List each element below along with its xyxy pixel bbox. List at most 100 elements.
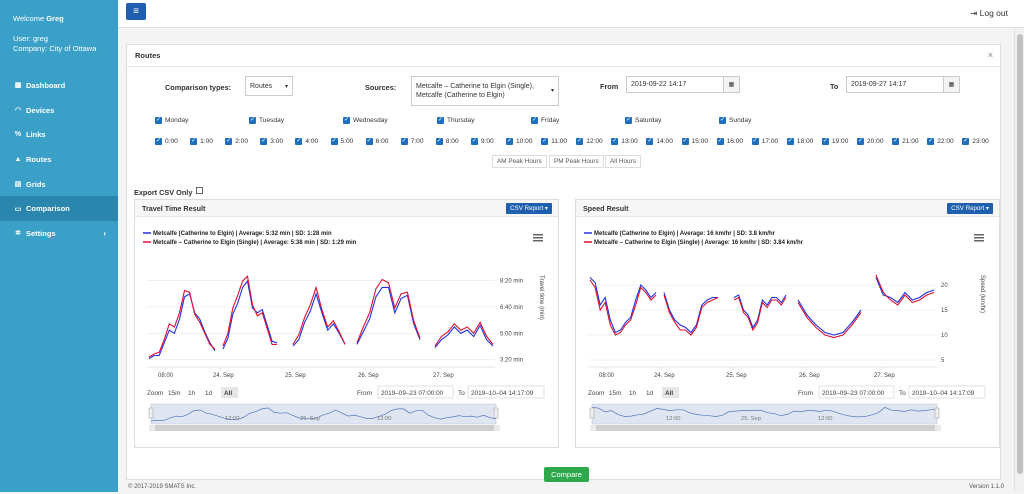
csv-report-button[interactable]: CSV Report ▾ <box>506 203 552 214</box>
hour-checkbox[interactable]: ✓ 12:00 <box>576 138 603 145</box>
day-checkbox-friday[interactable]: ✓ Friday <box>531 117 559 124</box>
zoom-button-1d[interactable]: 1d <box>205 390 213 397</box>
range-from-input[interactable] <box>818 385 895 399</box>
day-checkbox-sunday[interactable]: ✓ Sunday <box>719 117 751 124</box>
navigator-handle-left[interactable] <box>148 407 154 419</box>
day-checkbox-wednesday[interactable]: ✓ Wednesday <box>343 117 388 124</box>
compare-button[interactable]: Compare <box>544 467 589 482</box>
range-from-input[interactable] <box>377 385 454 399</box>
am-peak-button[interactable]: AM Peak Hours <box>492 155 547 168</box>
calendar-icon[interactable]: ▦ <box>723 77 739 92</box>
hour-checkbox[interactable]: ✓ 14:00 <box>646 138 673 145</box>
hour-checkbox[interactable]: ✓ 10:00 <box>506 138 533 145</box>
hour-checkbox[interactable]: ✓ 19:00 <box>821 138 849 145</box>
hour-checkbox[interactable]: ✓ 20:00 <box>857 138 884 145</box>
comparison-type-select[interactable]: Routes ▾ <box>245 76 293 96</box>
from-date-input[interactable]: 2019-09-22 14:17 ▦ <box>626 76 740 93</box>
sidebar-item-links[interactable]: % Links <box>0 122 118 147</box>
scrollbar-thumb[interactable] <box>1017 34 1023 474</box>
sidebar-item-routes[interactable]: ▲ Routes <box>0 147 118 172</box>
zoom-button-1h[interactable]: 1h <box>188 390 196 397</box>
routes-panel: Routes × Comparison types: Routes ▾ Sour… <box>126 44 1001 480</box>
hour-checkbox[interactable]: ✓ 1:00 <box>190 138 213 145</box>
to-date-input[interactable]: 2019-09-27 14:17 ▦ <box>846 76 960 93</box>
hour-label: 19:00 <box>831 138 849 145</box>
hour-checkbox[interactable]: ✓ 4:00 <box>295 138 318 145</box>
sidebar-nav: ▦ Dashboard ◠ Devices % Links ▲ Routes ▤ Grid… <box>0 73 118 246</box>
hour-checkbox[interactable]: ✓ 3:00 <box>260 138 283 145</box>
sidebar-item-dashboard[interactable]: ▦ Dashboard <box>0 73 118 98</box>
zoom-button-1h[interactable]: 1h <box>629 390 637 397</box>
navigator-handle-right[interactable] <box>934 407 940 419</box>
comparison-type-value: Routes <box>250 82 273 90</box>
wifi-icon: ◠ <box>14 107 22 115</box>
hour-checkbox[interactable]: ✓ 6:00 <box>365 138 388 145</box>
hour-checkbox[interactable]: ✓ 18:00 <box>786 138 813 145</box>
calendar-icon[interactable]: ▦ <box>943 77 959 92</box>
scrollbar[interactable] <box>1014 28 1024 492</box>
navigator-scrollbar-thumb[interactable] <box>155 425 494 431</box>
hour-checkbox[interactable]: ✓ 21:00 <box>892 138 919 145</box>
sidebar-item-grids[interactable]: ▤ Grids <box>0 172 118 197</box>
navigator[interactable] <box>591 403 938 425</box>
logout-button[interactable]: ⇥ Log out <box>970 8 1008 19</box>
sources-select[interactable]: Metcalfe – Catherine to Elgin (Single), … <box>411 76 559 106</box>
close-icon[interactable]: × <box>987 50 993 60</box>
sidebar-item-devices[interactable]: ◠ Devices <box>0 98 118 123</box>
series-line-blue <box>663 292 718 334</box>
hour-checkbox[interactable]: ✓ 13:00 <box>611 138 638 145</box>
source-item: Metcalfe – Catherine to Elgin (Single), <box>416 83 534 90</box>
export-csv-checkbox[interactable] <box>196 187 203 194</box>
y-tick-label: 20 <box>941 283 948 289</box>
hour-checkbox[interactable]: ✓ 7:00 <box>400 138 424 145</box>
y-tick-label: 5 <box>941 358 945 364</box>
zoom-button-1d[interactable]: 1d <box>646 390 654 397</box>
all-hours-button[interactable]: All Hours <box>605 155 641 168</box>
range-to-input[interactable] <box>467 385 545 399</box>
zoom-button-all[interactable]: All <box>662 387 679 398</box>
hour-label: 0:00 <box>165 138 178 145</box>
sidebar-item-comparison[interactable]: ▭ Comparison <box>0 196 118 222</box>
range-to-input[interactable] <box>908 385 986 399</box>
hour-checkbox[interactable]: ✓ 17:00 <box>751 138 778 145</box>
navigator-scrollbar-thumb[interactable] <box>596 425 935 431</box>
hour-checkbox[interactable]: ✓ 11:00 <box>541 138 567 145</box>
hour-checkbox[interactable]: ✓ 16:00 <box>716 138 743 145</box>
welcome-name: Greg <box>46 14 64 23</box>
check-icon: ✓ <box>225 138 233 145</box>
check-icon: ✓ <box>892 138 900 145</box>
monitor-icon: ▭ <box>14 205 22 213</box>
chart-menu-icon[interactable] <box>533 234 543 242</box>
hour-checkbox[interactable]: ✓ 15:00 <box>681 138 708 145</box>
navigator[interactable] <box>150 403 497 425</box>
hour-checkbox[interactable]: ✓ 8:00 <box>435 138 459 145</box>
y-tick-label: 6:40 min <box>500 305 523 311</box>
navigator-handle-left[interactable] <box>589 407 595 419</box>
sidebar-item-settings[interactable]: ✲ Settings ‹ <box>0 221 118 246</box>
hour-checkbox[interactable]: ✓ 5:00 <box>330 138 353 145</box>
hour-checkbox[interactable]: ✓ 2:00 <box>225 138 248 145</box>
chart-menu-icon[interactable] <box>974 234 984 242</box>
user-label: User: greg <box>13 34 49 43</box>
csv-report-button[interactable]: CSV Report ▾ <box>947 203 993 214</box>
zoom-button-all[interactable]: All <box>221 387 238 398</box>
series-line-red <box>733 296 787 332</box>
legend-entry: Metcalfe (Catherine to Elgin) | Average:… <box>153 231 332 237</box>
pm-peak-button[interactable]: PM Peak Hours <box>549 155 604 168</box>
navigator-handle-right[interactable] <box>493 407 499 419</box>
hour-checkbox[interactable]: ✓ 22:00 <box>927 138 954 145</box>
x-tick-label: 26. Sep <box>358 373 379 379</box>
sidebar-item-label: Grids <box>26 179 46 189</box>
sidebar-item-label: Routes <box>26 154 52 164</box>
hour-checkbox[interactable]: ✓ 9:00 <box>470 138 494 145</box>
zoom-button-15m[interactable]: 15m <box>609 390 621 397</box>
day-checkbox-thursday[interactable]: ✓ Thursday <box>437 117 475 124</box>
day-checkbox-saturday[interactable]: ✓ Saturday <box>625 117 661 124</box>
menu-toggle-button[interactable]: ≡ <box>126 3 146 20</box>
series-line-blue <box>733 294 787 329</box>
hour-checkbox[interactable]: ✓ 23:00 <box>962 138 989 145</box>
zoom-button-15m[interactable]: 15m <box>168 390 180 397</box>
hour-checkbox[interactable]: ✓ 0:00 <box>155 138 178 145</box>
day-checkbox-monday[interactable]: ✓ Monday <box>155 117 188 124</box>
day-checkbox-tuesday[interactable]: ✓ Tuesday <box>249 117 284 124</box>
